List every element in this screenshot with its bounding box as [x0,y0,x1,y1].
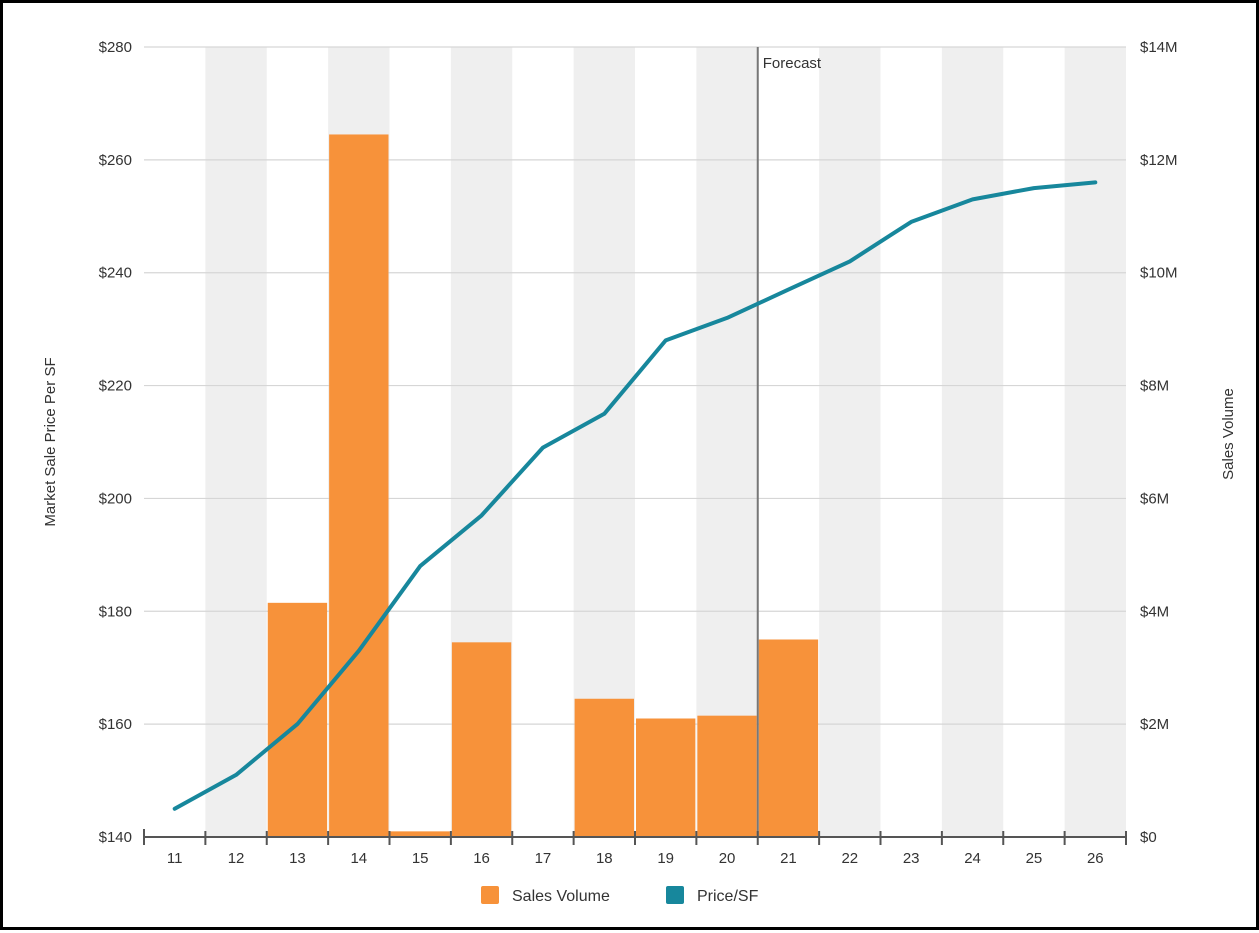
left-axis-tick-label: $180 [99,603,132,620]
left-axis-tick-label: $200 [99,490,132,507]
sales-volume-bar-16 [451,642,512,837]
x-axis-tick-label: 19 [657,850,674,867]
right-axis-tick-label: $8M [1140,378,1169,395]
left-axis-tick-label: $140 [99,829,132,846]
x-axis-tick-label: 13 [289,850,306,867]
x-axis-tick-label: 11 [167,850,183,867]
column-band [205,47,267,837]
right-axis-tick-label: $4M [1140,603,1169,620]
left-axis-tick-label: $220 [99,378,132,395]
column-band [941,47,1004,837]
x-axis-tick-label: 24 [964,850,981,867]
right-axis-tick-label: $2M [1140,716,1169,733]
sales-volume-bar-15 [390,831,450,837]
x-axis-tick-label: 25 [1026,850,1043,867]
column-band [819,47,881,837]
column-band [696,47,758,837]
right-axis-tick-label: $12M [1140,152,1178,169]
sales-volume-bar-13 [267,602,328,837]
price-and-sales-volume-chart: Forecast $140 $0 $160 $2M $180 $4M $200 $6M $220… [42,39,1237,905]
sales-volume-bar-20 [697,715,757,837]
x-axis-tick-label: 16 [473,850,490,867]
sales-volume-bar-18 [574,698,634,837]
x-axis-tick-label: 26 [1087,850,1104,867]
left-axis-tick-label: $160 [99,716,132,733]
left-axis-tick-label: $240 [99,265,132,282]
x-axis-tick-label: 21 [780,850,797,867]
right-axis-tick-label: $6M [1140,490,1169,507]
x-axis-tick-label: 12 [228,850,245,867]
x-axis-tick-label: 20 [719,850,736,867]
right-axis-tick-label: $14M [1140,39,1178,56]
right-axis-tick-label: $10M [1140,265,1178,282]
column-band [1064,47,1126,837]
right-axis-tick-label: $0 [1140,829,1157,846]
x-axis-tick-label: 23 [903,850,920,867]
legend-label-price-sf[interactable]: Price/SF [697,888,759,905]
right-axis-title: Sales Volume [1220,388,1237,480]
x-axis-tick-label: 17 [535,850,552,867]
sales-volume-bar-14 [329,134,389,837]
forecast-label: Forecast [763,55,822,72]
x-axis-tick-label: 15 [412,850,429,867]
left-axis-title: Market Sale Price Per SF [42,357,59,526]
legend-label-sales-volume[interactable]: Sales Volume [512,888,610,905]
left-axis-tick-label: $280 [99,39,132,56]
x-axis-tick-label: 18 [596,850,613,867]
legend-swatch-sales-volume[interactable] [481,886,499,904]
x-axis-tick-label: 22 [841,850,858,867]
x-axis-tick-label: 14 [350,850,367,867]
sales-volume-bar-21 [758,639,819,837]
sales-volume-bar-19 [636,718,696,837]
left-axis-tick-label: $260 [99,152,132,169]
legend-swatch-price-sf[interactable] [666,886,684,904]
price-per-sf-line [172,180,1098,811]
